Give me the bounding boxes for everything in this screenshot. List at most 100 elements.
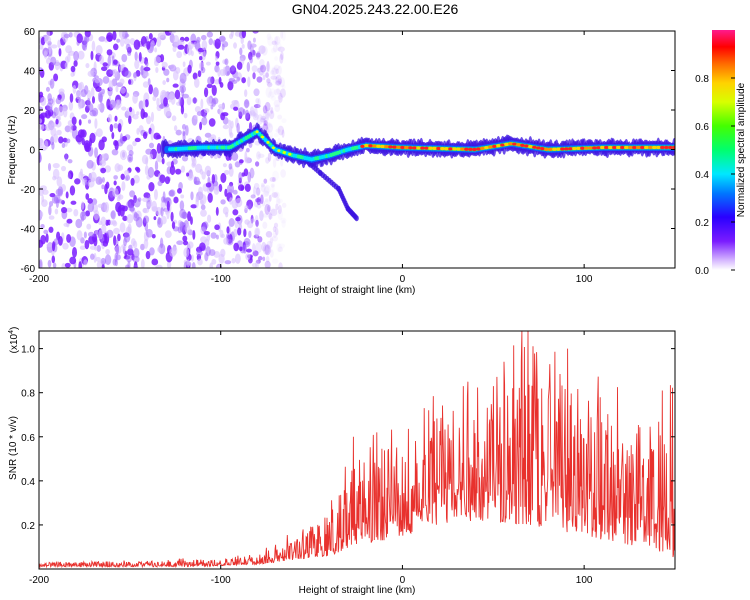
noise-speckle	[152, 87, 159, 98]
noise-speckle	[279, 54, 284, 64]
noise-speckle	[253, 234, 260, 239]
noise-speckle	[242, 244, 247, 254]
noise-speckle	[265, 256, 270, 263]
noise-speckle	[233, 106, 239, 111]
noise-speckle	[203, 112, 207, 119]
noise-speckle	[112, 31, 117, 41]
noise-speckle	[172, 45, 177, 53]
noise-speckle	[275, 76, 280, 83]
snr-y-tick-label: 0.6	[21, 433, 35, 444]
trace-peak	[584, 146, 589, 150]
noise-speckle	[266, 240, 273, 249]
noise-speckle	[272, 76, 279, 84]
noise-speckle	[236, 122, 240, 134]
noise-speckle	[262, 213, 269, 218]
noise-speckle	[194, 77, 200, 89]
noise-speckle	[262, 74, 266, 81]
noise-speckle	[46, 243, 53, 248]
noise-speckle	[174, 89, 181, 100]
noise-speckle	[126, 214, 134, 224]
noise-speckle	[187, 241, 194, 249]
noise-speckle	[124, 38, 131, 45]
noise-speckle	[126, 200, 132, 209]
trace-peak	[255, 130, 259, 134]
noise-speckle	[235, 216, 241, 222]
noise-speckle	[144, 99, 149, 108]
noise-speckle	[119, 222, 126, 233]
noise-speckle	[171, 115, 177, 122]
noise-speckle	[260, 115, 267, 121]
noise-speckle	[228, 163, 233, 170]
noise-speckle	[151, 200, 158, 212]
noise-speckle	[173, 125, 178, 132]
spectrogram-y-tick-label: 20	[24, 106, 36, 117]
noise-speckle	[114, 252, 118, 263]
colorbar-ticks: 0.0 0.2 0.4 0.6 0.8	[695, 74, 735, 277]
noise-speckle	[196, 250, 203, 256]
snr-x-tick-label: -200	[29, 575, 49, 586]
noise-speckle	[252, 72, 256, 80]
noise-speckle	[166, 111, 172, 116]
noise-speckle	[199, 121, 203, 131]
noise-speckle	[186, 259, 190, 268]
noise-speckle	[156, 36, 162, 48]
noise-speckle	[197, 70, 202, 78]
noise-speckle	[179, 72, 187, 84]
trace-peak	[664, 145, 669, 150]
noise-speckle	[199, 168, 204, 175]
noise-speckle	[133, 39, 141, 50]
noise-speckle	[203, 108, 210, 114]
noise-speckle	[106, 229, 114, 239]
noise-speckle	[270, 70, 275, 75]
noise-speckle	[75, 218, 83, 229]
trace-peak	[508, 142, 513, 146]
spectrogram-y-tick-label: 40	[24, 67, 36, 78]
noise-speckle	[142, 111, 148, 118]
noise-speckle	[271, 177, 277, 183]
noise-speckle	[264, 260, 271, 268]
noise-speckle	[40, 96, 47, 107]
noise-speckle	[57, 39, 61, 48]
noise-speckle	[127, 51, 132, 56]
trace-peak	[277, 149, 281, 153]
noise-speckle	[91, 198, 98, 206]
noise-speckle	[202, 221, 209, 229]
spectrogram-y-ticks: 60 40 20 0 -20 -40 -60	[21, 27, 675, 275]
noise-speckle	[269, 177, 276, 182]
snr-y-tick-label: 0.8	[21, 389, 35, 400]
noise-speckle	[85, 62, 90, 69]
noise-speckle	[46, 102, 53, 111]
noise-speckle	[67, 173, 72, 179]
noise-speckle	[133, 248, 140, 259]
trace-peak	[628, 145, 633, 150]
noise-speckle	[244, 99, 250, 109]
noise-speckle	[255, 259, 261, 264]
noise-speckle	[39, 124, 45, 131]
noise-speckle	[240, 37, 244, 45]
trace-peak	[500, 143, 505, 147]
noise-speckle	[52, 163, 60, 169]
noise-speckle	[114, 115, 118, 122]
noise-speckle	[154, 56, 162, 63]
noise-speckle	[249, 56, 253, 64]
noise-speckle	[268, 194, 272, 202]
noise-speckle	[134, 51, 138, 61]
noise-speckle	[79, 211, 87, 221]
noise-speckle	[247, 76, 251, 88]
snr-x-tick-label: -100	[211, 575, 231, 586]
noise-speckle	[268, 247, 273, 253]
noise-speckle	[119, 78, 125, 85]
noise-speckle	[267, 205, 272, 212]
noise-speckle	[182, 131, 186, 142]
noise-speckle	[109, 99, 116, 109]
noise-speckle	[231, 152, 239, 161]
noise-speckle	[127, 223, 132, 235]
noise-speckle	[81, 137, 85, 146]
noise-speckle	[129, 190, 136, 198]
noise-speckle	[125, 43, 131, 51]
noise-speckle	[268, 110, 275, 120]
noise-speckle	[207, 214, 212, 223]
noise-speckle	[194, 106, 202, 113]
noise-speckle	[238, 107, 245, 117]
